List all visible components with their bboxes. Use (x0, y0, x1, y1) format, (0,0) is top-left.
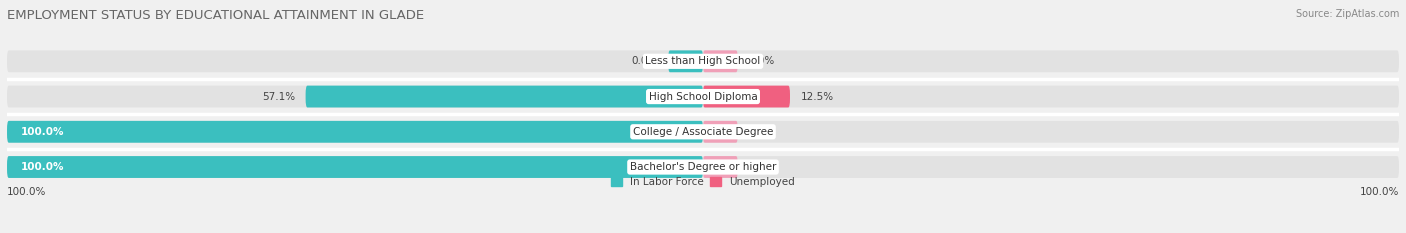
Text: EMPLOYMENT STATUS BY EDUCATIONAL ATTAINMENT IN GLADE: EMPLOYMENT STATUS BY EDUCATIONAL ATTAINM… (7, 9, 425, 22)
FancyBboxPatch shape (7, 121, 703, 143)
Text: 0.0%: 0.0% (748, 56, 775, 66)
Text: Source: ZipAtlas.com: Source: ZipAtlas.com (1295, 9, 1399, 19)
FancyBboxPatch shape (7, 156, 1399, 178)
Text: 12.5%: 12.5% (800, 92, 834, 102)
Text: 100.0%: 100.0% (21, 162, 65, 172)
FancyBboxPatch shape (305, 86, 703, 107)
Text: Bachelor's Degree or higher: Bachelor's Degree or higher (630, 162, 776, 172)
Text: 100.0%: 100.0% (1360, 187, 1399, 197)
FancyBboxPatch shape (7, 156, 703, 178)
Legend: In Labor Force, Unemployed: In Labor Force, Unemployed (612, 177, 794, 187)
Text: College / Associate Degree: College / Associate Degree (633, 127, 773, 137)
FancyBboxPatch shape (703, 50, 738, 72)
Text: 0.0%: 0.0% (748, 162, 775, 172)
FancyBboxPatch shape (668, 50, 703, 72)
Text: 0.0%: 0.0% (748, 127, 775, 137)
FancyBboxPatch shape (7, 86, 1399, 107)
Text: 0.0%: 0.0% (631, 56, 658, 66)
FancyBboxPatch shape (703, 121, 738, 143)
FancyBboxPatch shape (7, 50, 1399, 72)
FancyBboxPatch shape (7, 121, 1399, 143)
FancyBboxPatch shape (703, 86, 790, 107)
Text: 100.0%: 100.0% (21, 127, 65, 137)
Text: 100.0%: 100.0% (7, 187, 46, 197)
Text: Less than High School: Less than High School (645, 56, 761, 66)
FancyBboxPatch shape (703, 156, 738, 178)
Text: High School Diploma: High School Diploma (648, 92, 758, 102)
Text: 57.1%: 57.1% (262, 92, 295, 102)
